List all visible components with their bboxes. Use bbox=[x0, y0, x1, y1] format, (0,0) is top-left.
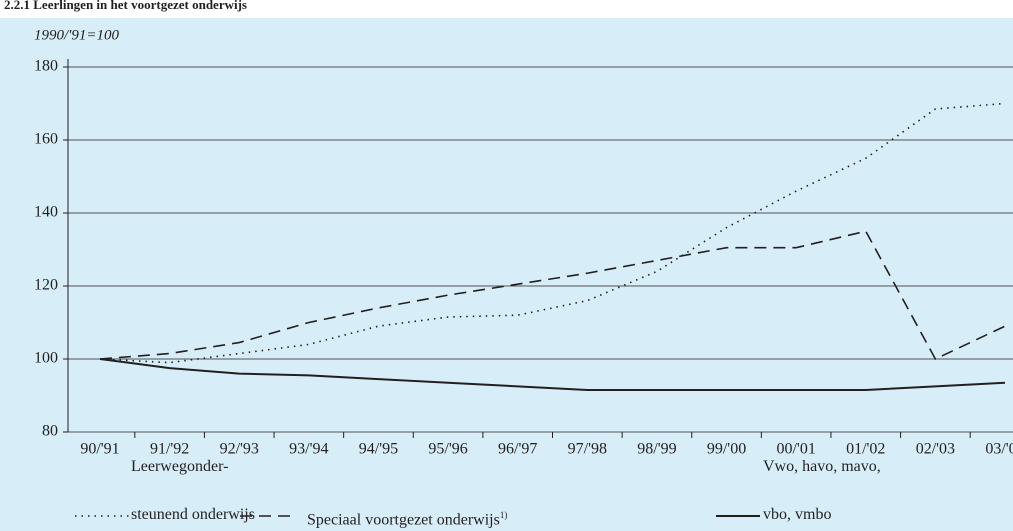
x-tick-label: 92/'93 bbox=[220, 441, 259, 458]
legend-note: 1) bbox=[499, 510, 508, 520]
x-tick-label: 94/'95 bbox=[359, 441, 398, 458]
x-tick-label: 02/'03 bbox=[916, 441, 955, 458]
y-tick-label: 160 bbox=[34, 131, 58, 148]
x-tick-label: 96/'97 bbox=[498, 441, 537, 458]
legend-label: Leerwegonder- steunend onderwijs bbox=[131, 458, 255, 523]
series-line bbox=[99, 230, 1006, 361]
y-tick-label: 120 bbox=[34, 277, 58, 294]
x-tick-label: 03/'04 bbox=[985, 441, 1013, 458]
x-tick-label: 01/'02 bbox=[846, 441, 885, 458]
x-tick-label: 99/'00 bbox=[707, 441, 746, 458]
y-tick-label: 80 bbox=[42, 423, 58, 440]
x-tick-label: 98/'99 bbox=[637, 441, 676, 458]
x-tick-label: 90/'91 bbox=[80, 441, 119, 458]
x-tick-label: 95/'96 bbox=[428, 441, 467, 458]
x-tick-label: 91/'92 bbox=[150, 441, 189, 458]
legend-label: Speciaal voortgezet onderwijs1) bbox=[307, 510, 508, 529]
x-tick-label: 00/'01 bbox=[776, 441, 815, 458]
y-axis-label: 1990/'91=100 bbox=[34, 27, 119, 43]
y-tick-label: 180 bbox=[34, 58, 58, 75]
y-tick-label: 140 bbox=[34, 204, 58, 221]
x-tick-label: 97/'98 bbox=[568, 441, 607, 458]
legend-label: Vwo, havo, mavo, vbo, vmbo bbox=[763, 458, 881, 523]
series-line bbox=[99, 102, 1006, 364]
series-line bbox=[99, 358, 1006, 392]
plot-background bbox=[0, 18, 1013, 531]
x-tick-label: 93/'94 bbox=[289, 441, 328, 458]
y-tick-label: 100 bbox=[34, 350, 58, 367]
chart-title: 2.2.1 Leerlingen in het voortgezet onder… bbox=[4, 0, 247, 12]
